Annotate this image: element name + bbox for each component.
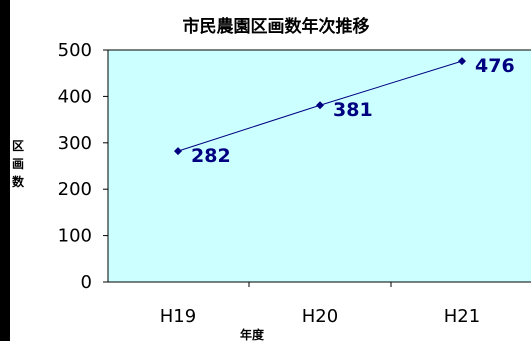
x-tick-label: H21: [444, 306, 480, 327]
y-tick-label: 200: [58, 179, 92, 200]
y-axis-title-char: 画: [12, 157, 24, 171]
y-tick-label: 100: [58, 226, 92, 247]
y-axis-title-char: 区: [12, 139, 24, 153]
x-tick-label: H20: [302, 306, 338, 327]
chart-title: 市民農園区画数年次推移: [183, 16, 370, 37]
data-point-marker: [316, 101, 324, 110]
y-tick-label: 300: [58, 133, 92, 154]
left-border-bar: [0, 0, 10, 341]
data-point-marker: [458, 57, 466, 66]
y-axis: 0 100 200 300 400 500: [58, 40, 108, 293]
y-axis-title: 区画数: [12, 139, 25, 189]
series-layer: 282 381 476: [174, 55, 515, 167]
y-tick-label: 400: [58, 86, 92, 107]
x-tick-label: H19: [160, 306, 196, 327]
y-tick-label: 500: [58, 40, 92, 61]
x-axis-title: 年度: [240, 327, 265, 341]
data-label: 282: [191, 145, 231, 167]
data-label: 381: [333, 99, 373, 121]
x-axis: H19 H20 H21: [160, 282, 480, 327]
data-label: 476: [475, 55, 515, 77]
y-tick-label: 0: [81, 272, 92, 293]
y-axis-title-char: 数: [12, 174, 25, 189]
data-point-marker: [174, 147, 182, 156]
plot-area: [107, 49, 531, 283]
